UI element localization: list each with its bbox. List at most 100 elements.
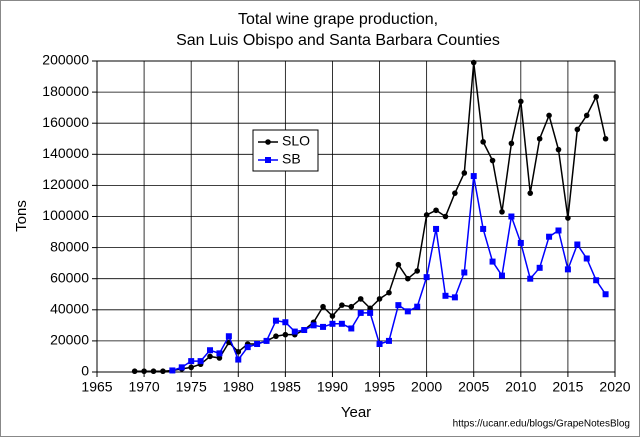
marker [593, 93, 599, 100]
marker [273, 333, 279, 340]
source: https://ucanr.edu/blogs/GrapeNotesBlog [453, 419, 630, 430]
x-tick-label: 1985 [270, 379, 301, 395]
marker [348, 325, 355, 332]
x-tick-label: 2000 [411, 379, 442, 395]
marker [339, 302, 345, 308]
marker [385, 337, 392, 344]
marker [499, 209, 505, 215]
marker [216, 355, 223, 361]
y-tick-label: 100000 [42, 207, 89, 223]
marker [564, 266, 571, 273]
marker [386, 289, 392, 296]
x-tick-label: 1970 [129, 379, 160, 395]
x-tick-label: 2005 [458, 379, 489, 395]
y-tick-label: 120000 [42, 176, 89, 192]
x-tick-label: 1965 [81, 379, 112, 395]
marker [565, 215, 571, 221]
x-tick-label: 2015 [552, 379, 583, 395]
marker [254, 341, 261, 348]
marker [150, 368, 157, 375]
marker [555, 146, 562, 153]
marker [282, 331, 289, 338]
marker [517, 239, 524, 246]
marker [357, 296, 364, 302]
marker [404, 308, 411, 315]
marker [555, 227, 562, 234]
plot-area [96, 60, 616, 373]
marker [357, 309, 364, 316]
marker [197, 358, 204, 365]
marker [593, 277, 600, 284]
x-tick-label: 1980 [223, 379, 254, 395]
marker [235, 356, 242, 363]
marker [338, 320, 345, 327]
x-tick-label: 1995 [364, 379, 395, 395]
legend-label: SB [282, 151, 301, 167]
marker [244, 344, 251, 351]
marker [423, 274, 430, 281]
x-tick-label: 2010 [505, 379, 536, 395]
marker [367, 305, 373, 312]
y-tick-label: 60000 [50, 269, 89, 285]
marker [272, 317, 279, 324]
marker [536, 135, 543, 142]
marker [451, 294, 458, 301]
y-axis-label: Tons [13, 200, 30, 232]
marker [188, 364, 194, 371]
marker [583, 112, 590, 119]
marker [480, 139, 486, 145]
marker [433, 225, 440, 232]
marker [160, 368, 166, 375]
marker [320, 323, 327, 330]
marker [310, 322, 317, 329]
marker [329, 313, 336, 319]
marker [265, 139, 271, 145]
marker [480, 225, 487, 232]
chart-title: San Luis Obispo and Santa Barbara Counti… [176, 32, 500, 49]
marker [320, 303, 326, 310]
x-tick-label: 2020 [599, 379, 630, 395]
y-tick-label: 180000 [42, 83, 89, 99]
marker [376, 341, 383, 348]
marker [395, 261, 402, 268]
marker [527, 190, 534, 196]
marker [225, 333, 232, 340]
marker [405, 275, 411, 282]
marker [602, 135, 609, 142]
marker [574, 241, 581, 248]
y-tick-label: 0 [81, 363, 89, 379]
y-tick-label: 160000 [42, 114, 89, 130]
chart-title: Total wine grape production, [238, 11, 438, 28]
marker [470, 173, 477, 180]
marker [546, 233, 553, 240]
y-tick-label: 200000 [42, 52, 89, 68]
marker [423, 212, 430, 218]
marker [414, 268, 421, 274]
y-tick-label: 140000 [42, 145, 89, 161]
marker [536, 264, 543, 271]
marker [602, 291, 609, 298]
marker [169, 367, 176, 374]
marker [265, 157, 271, 163]
marker [367, 309, 374, 316]
legend-label: SLO [282, 133, 310, 149]
marker [452, 190, 458, 196]
y-tick-label: 80000 [50, 238, 89, 254]
y-tick-label: 20000 [50, 332, 89, 348]
marker [442, 213, 449, 220]
marker [489, 258, 496, 265]
marker [508, 140, 515, 147]
marker [583, 255, 590, 262]
marker [141, 368, 147, 375]
marker [263, 337, 270, 344]
marker [414, 303, 421, 310]
marker [207, 347, 214, 354]
marker [178, 364, 185, 371]
marker [546, 112, 552, 119]
marker [329, 320, 336, 327]
marker [470, 59, 477, 66]
marker [527, 275, 534, 282]
marker [442, 292, 449, 299]
